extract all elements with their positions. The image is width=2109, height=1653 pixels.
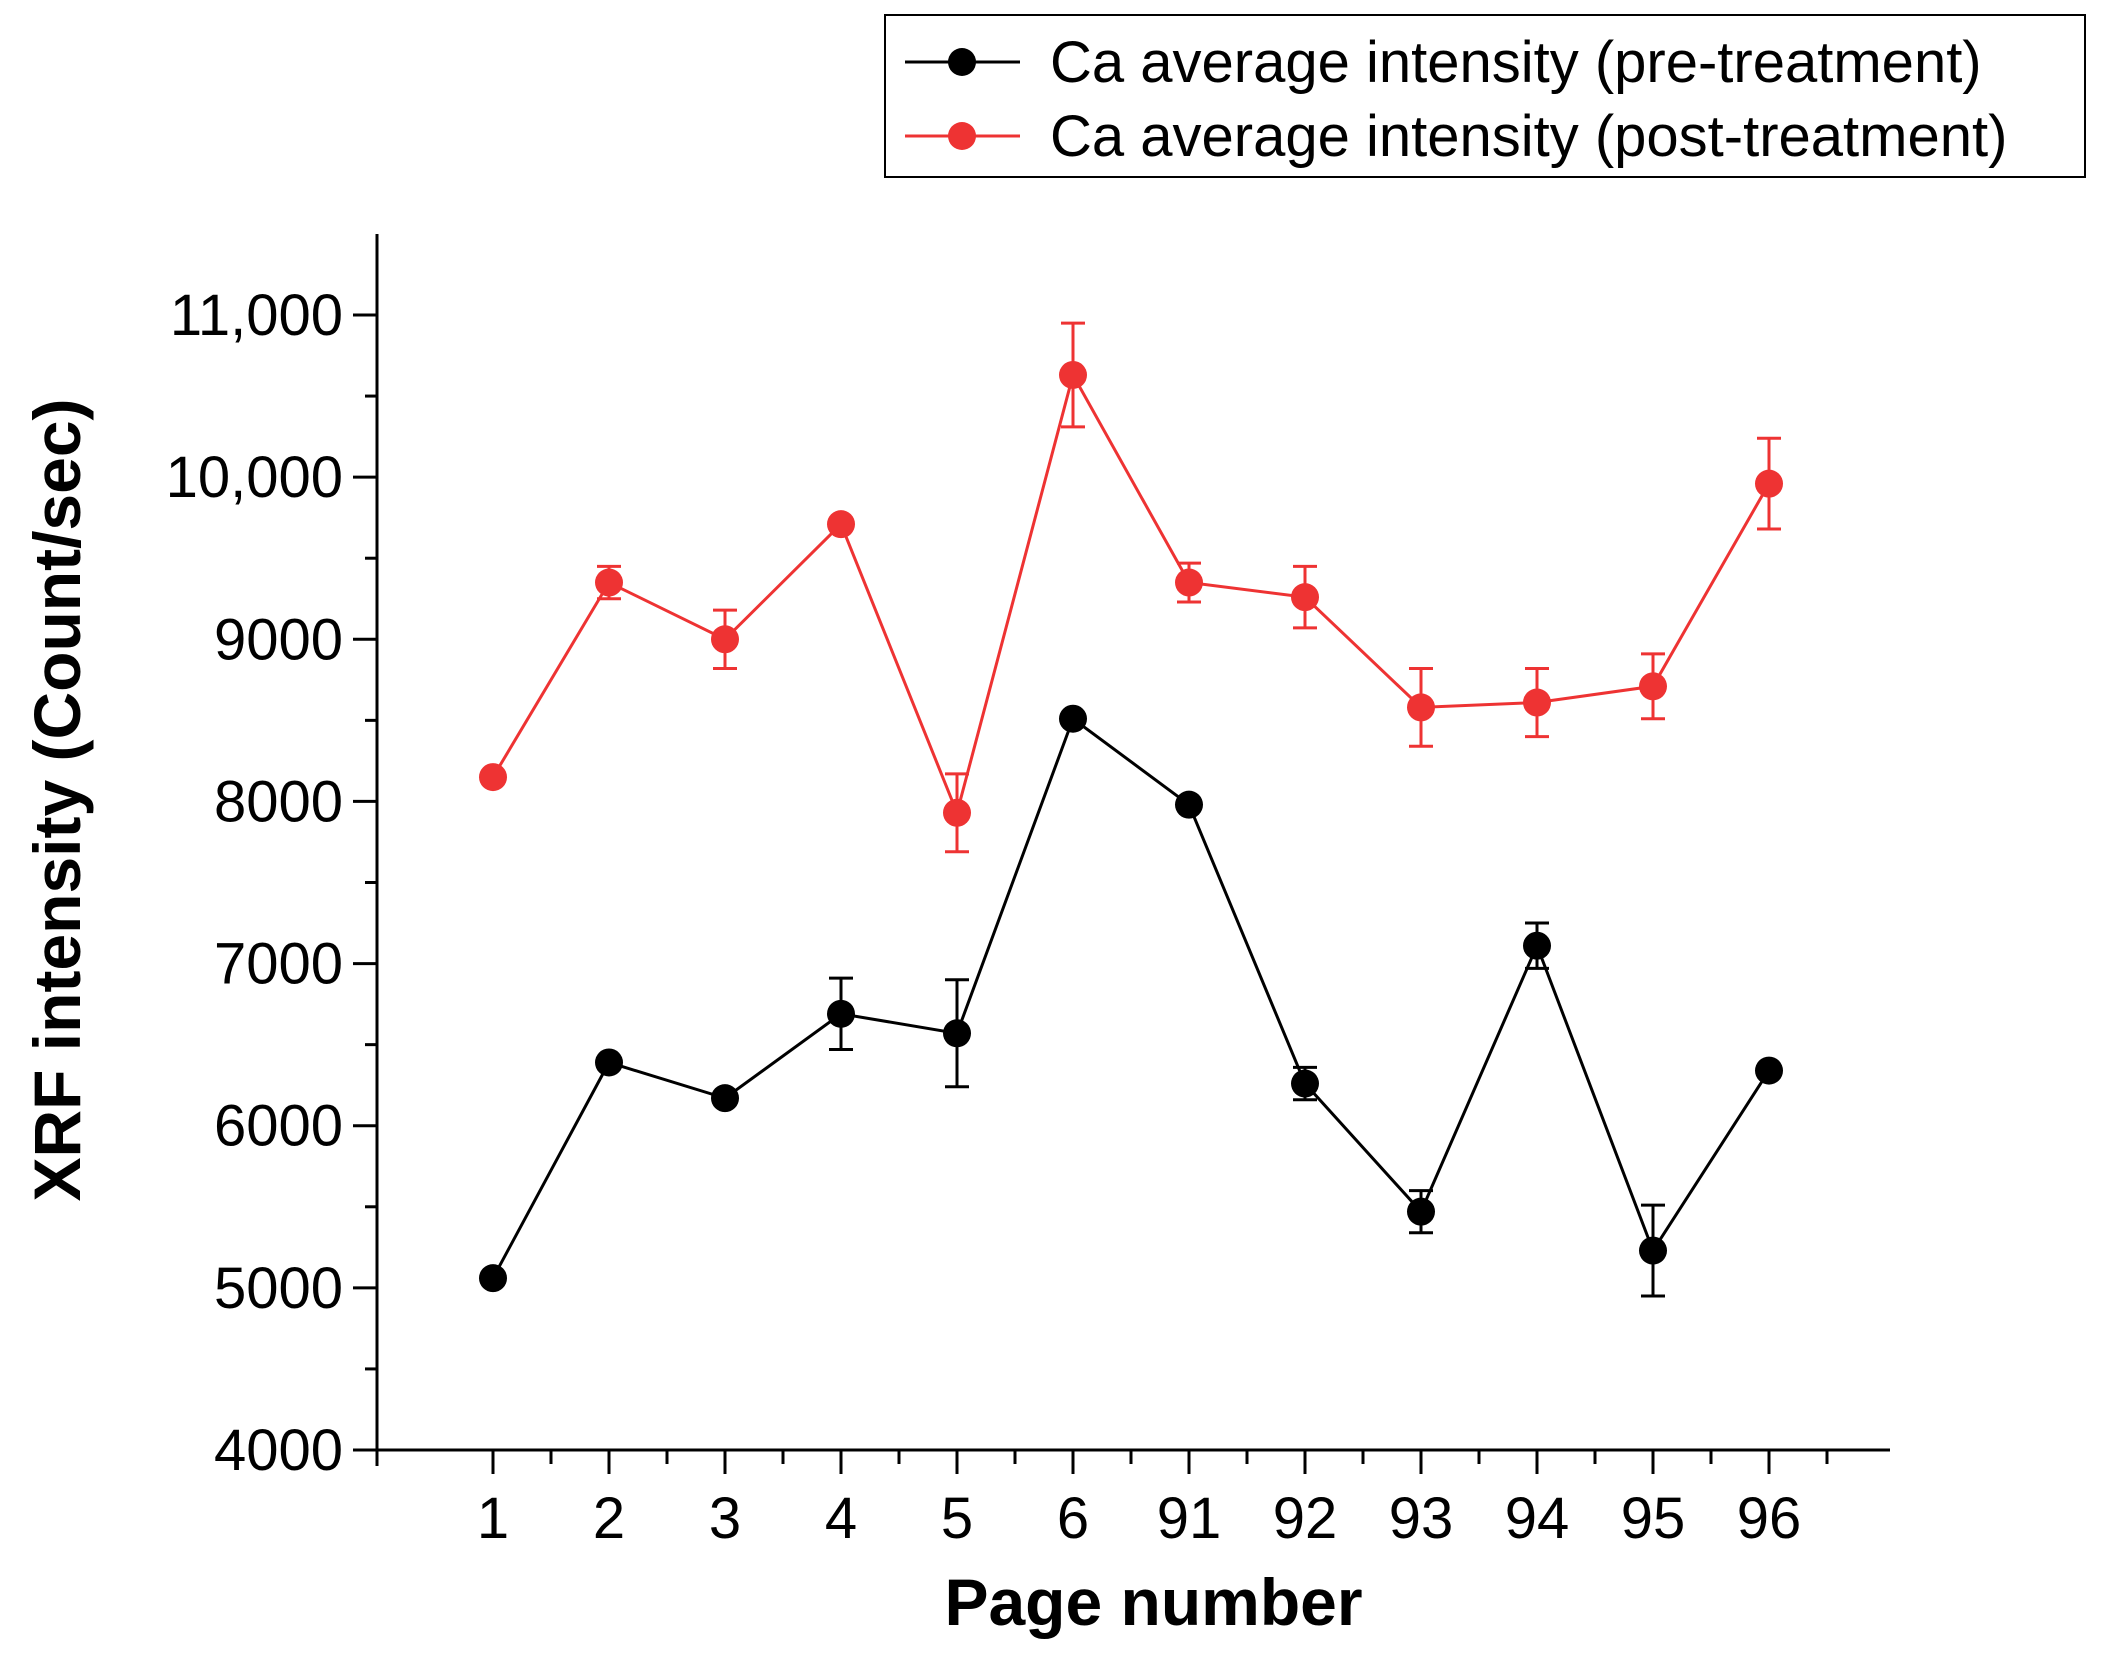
xrf-line-chart: Ca average intensity (pre-treatment) Ca a… [0, 0, 2109, 1653]
y-tick-label: 6000 [214, 1094, 343, 1159]
y-tick-label: 9000 [214, 607, 343, 672]
x-tick-label: 93 [1389, 1486, 1454, 1551]
legend-marker [948, 122, 976, 150]
data-point [711, 1084, 739, 1112]
y-tick-label: 4000 [214, 1418, 343, 1483]
data-point [479, 1264, 507, 1292]
data-point [595, 569, 623, 597]
data-point [1059, 361, 1087, 389]
data-point [1523, 689, 1551, 717]
data-point [1755, 470, 1783, 498]
data-point [595, 1048, 623, 1076]
y-tick-label: 10,000 [166, 445, 343, 510]
data-point [711, 625, 739, 653]
data-point [1059, 705, 1087, 733]
data-point [1407, 693, 1435, 721]
series-layer [479, 323, 1783, 1296]
x-tick-label: 3 [709, 1486, 741, 1551]
data-point [827, 1000, 855, 1028]
x-tick-label: 6 [1057, 1486, 1089, 1551]
legend: Ca average intensity (pre-treatment) Ca a… [885, 15, 2085, 177]
y-tick-label: 7000 [214, 932, 343, 997]
series-line [493, 375, 1769, 813]
series-post-treatment [479, 323, 1783, 852]
x-tick-label: 94 [1505, 1486, 1570, 1551]
x-tick-label: 2 [593, 1486, 625, 1551]
data-point [943, 1019, 971, 1047]
data-point [1291, 1070, 1319, 1098]
data-point [827, 510, 855, 538]
data-point [479, 763, 507, 791]
data-point [1407, 1198, 1435, 1226]
x-tick-label: 92 [1273, 1486, 1338, 1551]
data-point [1639, 672, 1667, 700]
x-tick-label: 91 [1157, 1486, 1222, 1551]
series-pre-treatment [479, 705, 1783, 1296]
data-point [943, 799, 971, 827]
x-tick-label: 95 [1621, 1486, 1686, 1551]
x-axis-title: Page number [944, 1565, 1362, 1639]
x-tick-label: 1 [477, 1486, 509, 1551]
x-tick-label: 5 [941, 1486, 973, 1551]
data-point [1291, 583, 1319, 611]
y-tick-label: 8000 [214, 769, 343, 834]
series-line [493, 719, 1769, 1278]
data-point [1175, 791, 1203, 819]
axes: 4000 5000 6000 7000 8000 9000 10,000 11,000 1 2 3 4… [166, 234, 1890, 1551]
x-tick-label: 96 [1737, 1486, 1802, 1551]
x-tick-label: 4 [825, 1486, 857, 1551]
y-tick-label: 5000 [214, 1256, 343, 1321]
legend-marker [948, 48, 976, 76]
y-axis-title: XRF intensity (Count/sec) [20, 398, 94, 1201]
data-point [1639, 1237, 1667, 1265]
data-point [1523, 932, 1551, 960]
y-tick-label: 11,000 [170, 283, 343, 348]
legend-label: Ca average intensity (post-treatment) [1050, 104, 2007, 169]
data-point [1755, 1057, 1783, 1085]
legend-label: Ca average intensity (pre-treatment) [1050, 30, 1982, 95]
data-point [1175, 569, 1203, 597]
